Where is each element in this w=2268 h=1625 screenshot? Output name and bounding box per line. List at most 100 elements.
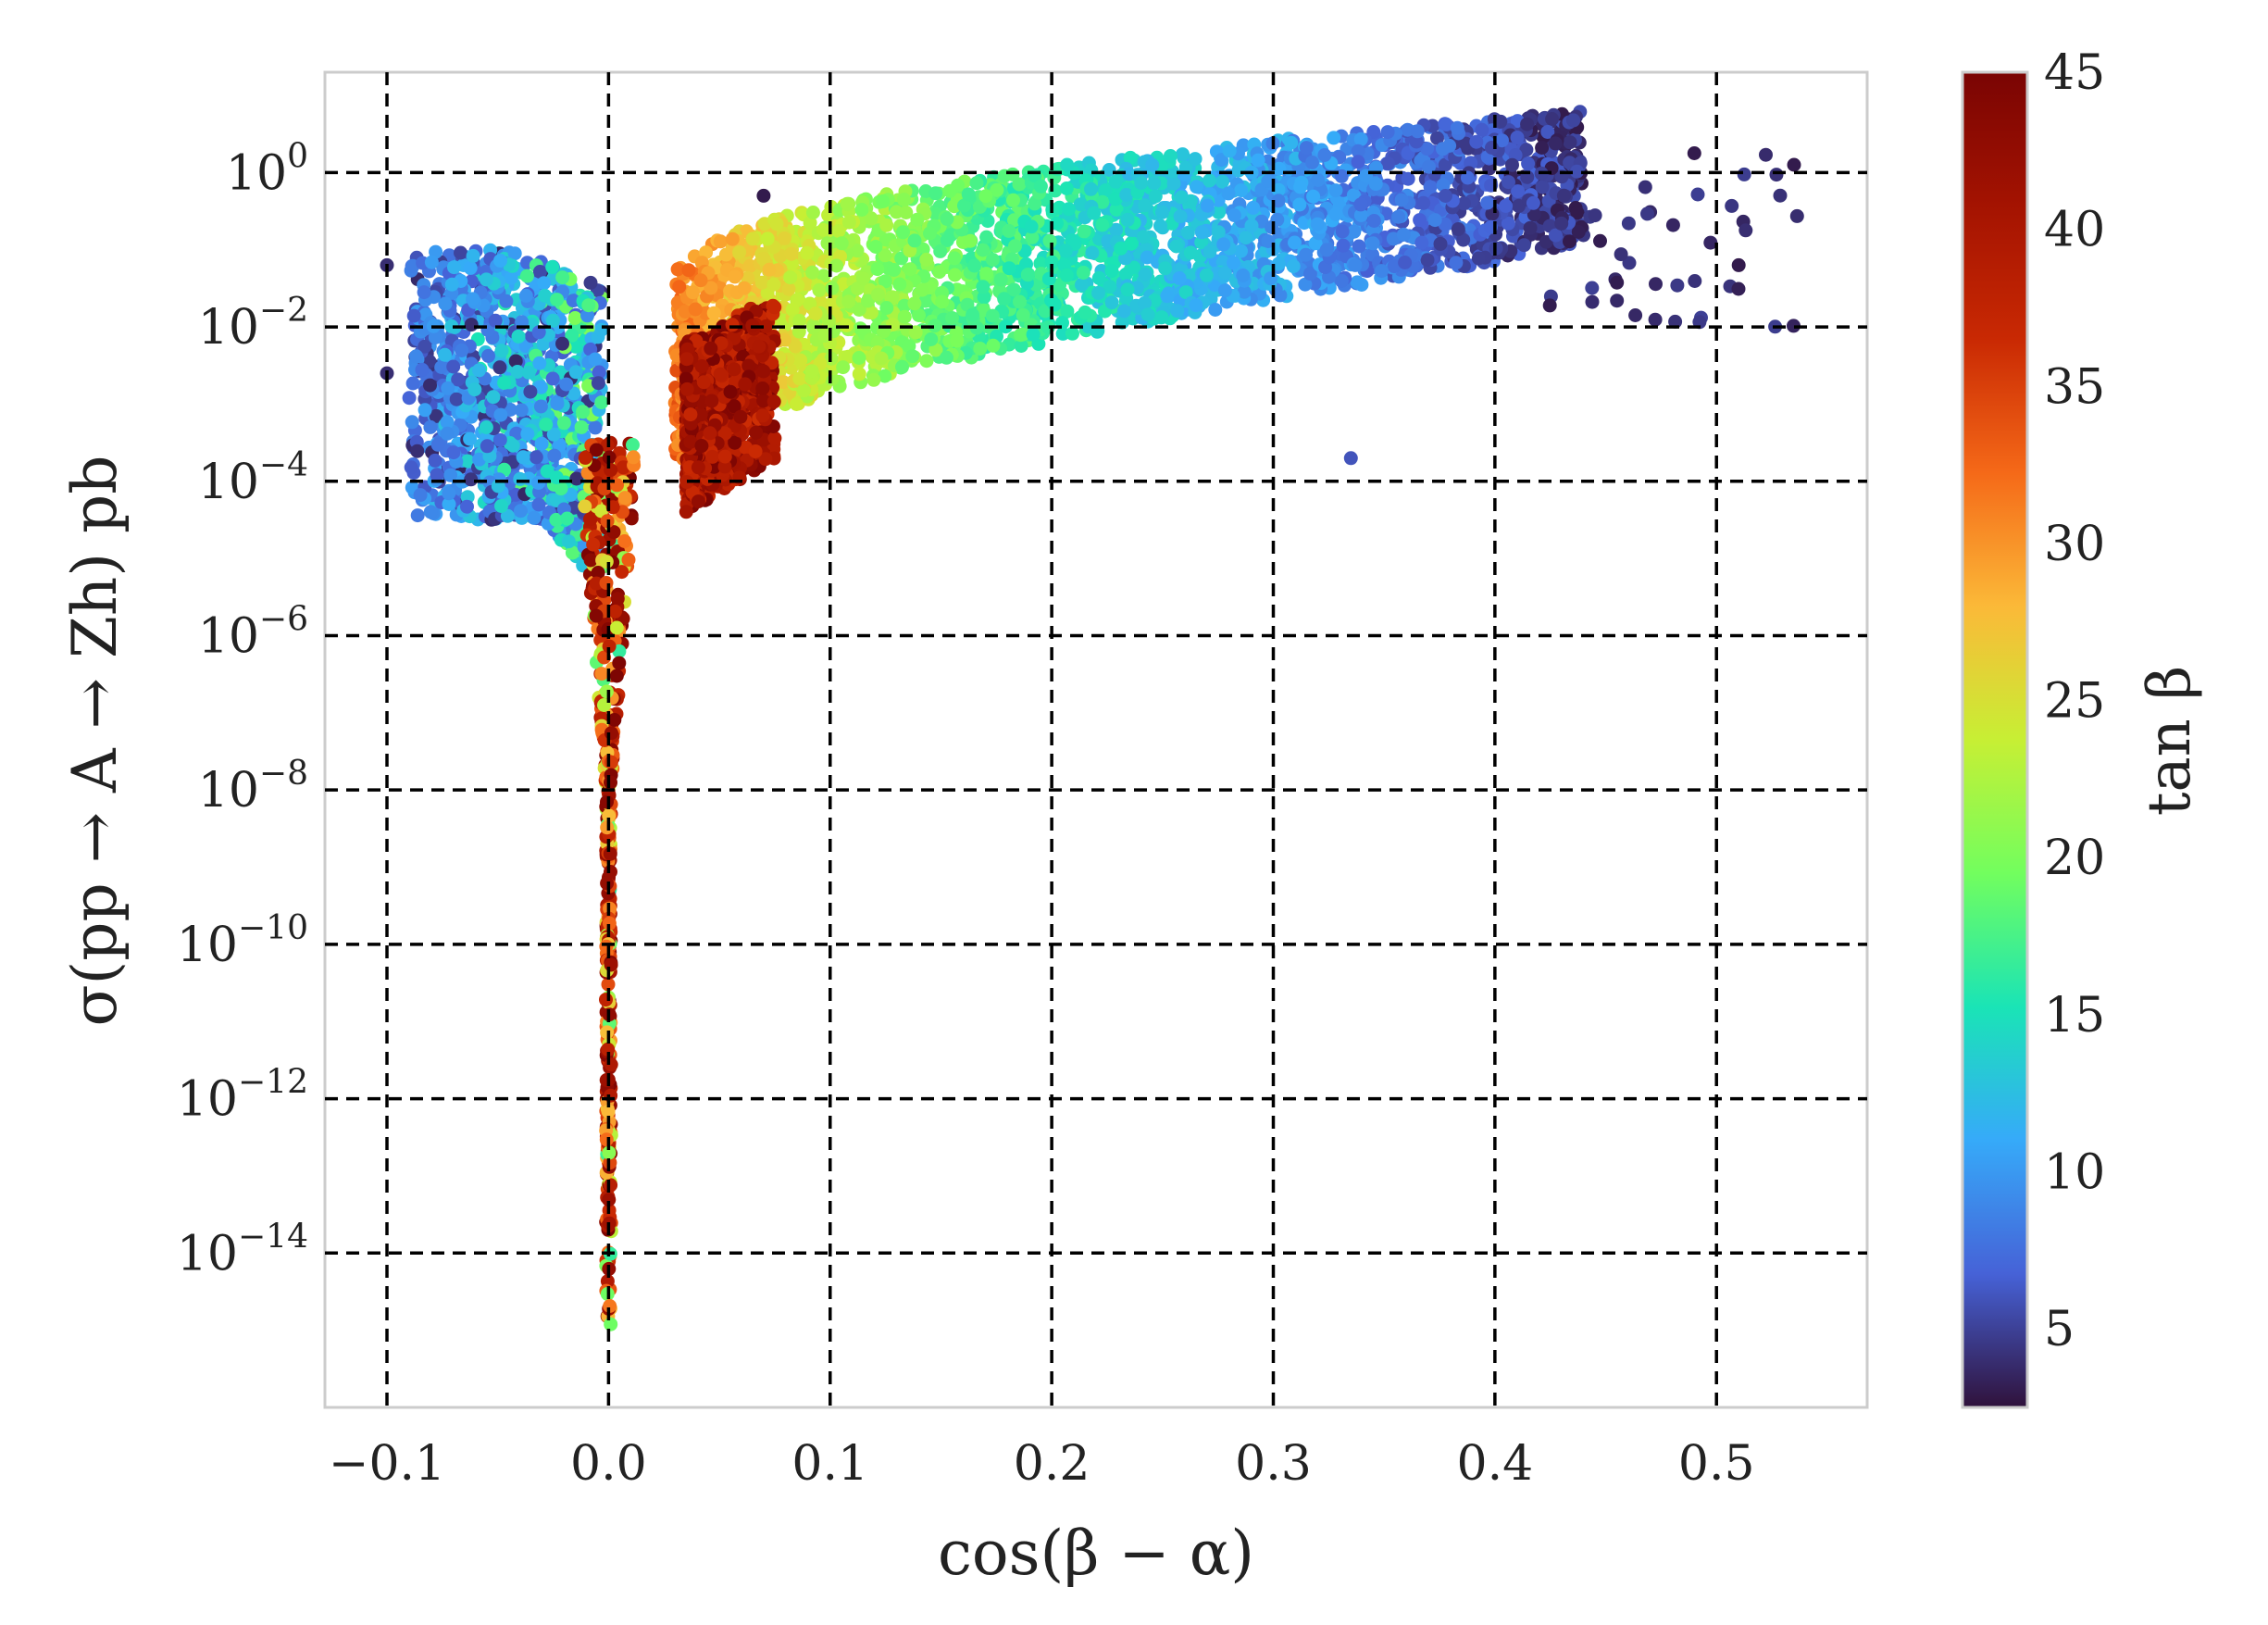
scatter-point: [1203, 244, 1217, 259]
scatter-point: [1328, 183, 1343, 198]
scatter-point: [533, 380, 548, 394]
scatter-point: [1469, 134, 1484, 149]
scatter-point: [588, 352, 603, 367]
scatter-point: [705, 449, 719, 464]
scatter-point: [723, 384, 738, 399]
scatter-point: [1336, 238, 1351, 253]
scatter-point: [599, 993, 613, 1007]
scatter-point: [405, 415, 419, 430]
scatter-point: [1169, 239, 1184, 254]
scatter-point: [1502, 175, 1515, 190]
scatter-point: [1154, 310, 1169, 325]
scatter-point: [1200, 198, 1215, 213]
scatter-point: [1396, 227, 1411, 242]
scatter-point: [529, 450, 543, 465]
scatter-point: [717, 449, 732, 464]
scatter-point: [879, 218, 894, 232]
scatter-point: [874, 351, 889, 366]
scatter-point: [538, 288, 553, 303]
scatter-point: [1251, 153, 1265, 168]
scatter-point: [781, 281, 796, 296]
scatter-point: [1413, 213, 1427, 228]
scatter-point: [1227, 208, 1241, 222]
scatter-point: [1147, 176, 1162, 191]
scatter-point: [555, 336, 569, 351]
scatter-point: [1020, 268, 1035, 282]
scatter-point: [604, 1317, 618, 1331]
scatter-point: [897, 193, 911, 207]
scatter-point: [497, 376, 512, 390]
scatter-point: [1176, 147, 1190, 162]
scatter-point: [760, 231, 775, 246]
scatter-point: [556, 416, 571, 431]
scatter-point: [1335, 224, 1350, 239]
scatter-point: [693, 273, 708, 288]
scatter-point: [428, 331, 442, 344]
scatter-point: [527, 510, 542, 525]
scatter-point: [1480, 195, 1495, 210]
scatter-point: [1002, 223, 1016, 238]
scatter-point: [415, 362, 430, 377]
scatter-point: [1075, 278, 1089, 292]
scatter-point: [446, 359, 461, 374]
scatter-point: [481, 348, 495, 363]
scatter-point: [499, 294, 514, 308]
scatter-point: [1120, 282, 1135, 297]
scatter-point: [924, 332, 939, 346]
scatter-point: [1042, 233, 1057, 248]
scatter-point: [1208, 303, 1223, 317]
scatter-point: [434, 360, 449, 374]
scatter-point: [442, 486, 456, 501]
scatter-point: [550, 396, 565, 411]
scatter-point: [876, 194, 891, 208]
scatter-point: [820, 236, 835, 251]
scatter-point: [510, 365, 525, 379]
scatter-point: [790, 397, 804, 411]
scatter-point: [1375, 264, 1389, 279]
scatter-point: [1299, 141, 1314, 156]
scatter-point: [1134, 176, 1149, 190]
scatter-point: [1062, 202, 1076, 217]
scatter-point: [915, 282, 929, 297]
scatter-point: [568, 365, 583, 380]
scatter-point: [405, 376, 420, 391]
scatter-point: [441, 381, 455, 395]
scatter-point: [1215, 174, 1229, 189]
scatter-point: [560, 511, 575, 526]
scatter-point: [1102, 163, 1116, 177]
scatter-point: [566, 294, 580, 308]
scatter-point: [796, 383, 811, 398]
scatter-point: [1264, 271, 1278, 286]
scatter-point: [546, 427, 561, 442]
scatter-point: [451, 372, 466, 387]
scatter-point: [574, 419, 589, 434]
scatter-point: [417, 339, 432, 354]
scatter-point: [1234, 183, 1249, 198]
scatter-point: [979, 267, 994, 281]
scatter-point: [854, 203, 869, 217]
scatter-point: [1549, 228, 1563, 243]
scatter-point: [532, 356, 547, 370]
scatter-point: [438, 296, 453, 311]
scatter-point: [460, 454, 475, 469]
scatter-point: [520, 427, 535, 442]
scatter-point: [576, 405, 591, 419]
scatter-point: [940, 350, 953, 365]
scatter-point: [537, 276, 552, 291]
scatter-point: [1548, 136, 1563, 151]
scatter-point: [423, 378, 437, 393]
scatter-point: [903, 262, 917, 277]
scatter-point: [727, 362, 741, 377]
scatter-point: [430, 437, 445, 452]
scatter-point: [555, 270, 570, 285]
scatter-point: [696, 375, 711, 390]
scatter-point: [963, 233, 978, 248]
scatter-point: [691, 494, 705, 509]
scatter-point: [887, 263, 902, 277]
scatter-point: [1398, 256, 1413, 269]
scatter-point: [752, 339, 766, 354]
scatter-point: [1293, 180, 1308, 194]
scatter-point: [1104, 264, 1119, 279]
scatter-point: [933, 244, 948, 258]
scatter-point: [424, 255, 439, 269]
